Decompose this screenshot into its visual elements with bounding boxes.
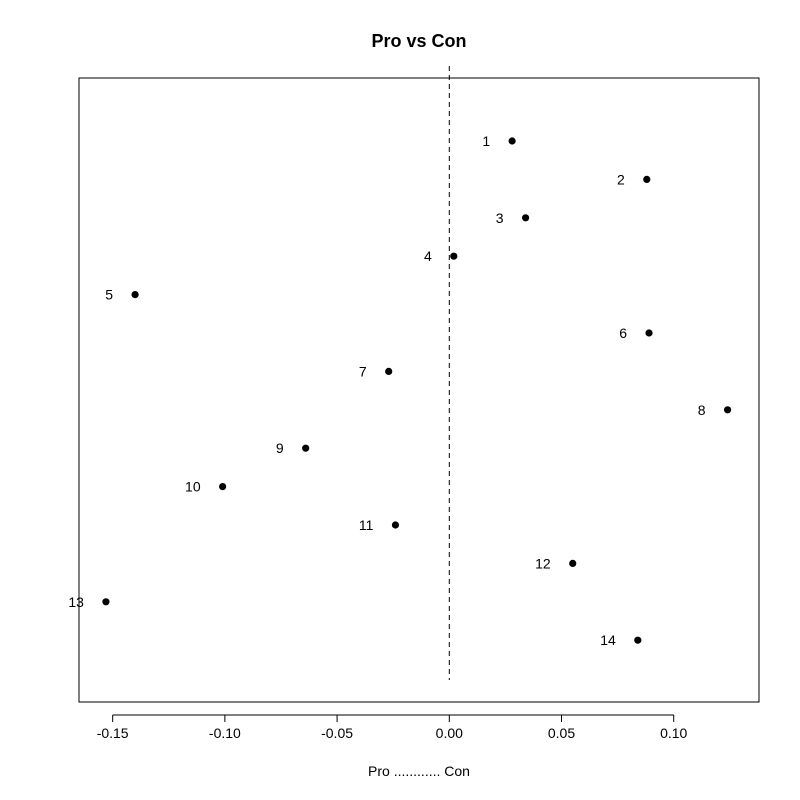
x-axis-ticks: -0.15 -0.10 -0.05 0.00 0.05 0.10 xyxy=(97,715,688,741)
data-point xyxy=(569,559,577,568)
point-label: 3 xyxy=(496,210,504,226)
data-point xyxy=(522,214,530,222)
data-point xyxy=(634,636,642,644)
point-label: 2 xyxy=(617,171,625,187)
point-label: 4 xyxy=(424,248,432,264)
x-tick-label: 0.05 xyxy=(548,725,575,741)
point-label: 9 xyxy=(276,440,284,456)
data-point xyxy=(102,598,110,606)
plot-frame xyxy=(78,77,760,703)
point-label: 8 xyxy=(698,402,706,418)
x-tick-label: -0.05 xyxy=(321,725,353,741)
x-axis-label: Pro ............ Con xyxy=(368,763,470,779)
data-point xyxy=(508,137,516,145)
point-label: 12 xyxy=(535,555,551,571)
chart-title: Pro vs Con xyxy=(371,31,466,51)
data-point xyxy=(302,444,310,452)
point-label: 14 xyxy=(600,632,616,648)
data-point xyxy=(385,367,393,375)
point-label: 1 xyxy=(482,133,490,149)
data-point xyxy=(219,483,227,491)
data-point xyxy=(131,291,139,299)
data-point xyxy=(723,406,732,414)
point-label: 10 xyxy=(185,479,201,495)
x-tick-label: 0.10 xyxy=(660,725,687,741)
data-point xyxy=(391,521,400,529)
point-label: 6 xyxy=(619,325,627,341)
point-label: 13 xyxy=(68,594,84,610)
point-label: 11 xyxy=(359,517,374,533)
data-point xyxy=(450,252,458,260)
point-label: 7 xyxy=(359,363,367,379)
data-point xyxy=(643,175,651,183)
point-label: 5 xyxy=(105,287,113,303)
data-point xyxy=(645,329,653,337)
x-tick-label: -0.10 xyxy=(209,725,241,741)
x-tick-label: -0.15 xyxy=(97,725,129,741)
x-tick-label: 0.00 xyxy=(436,725,463,741)
